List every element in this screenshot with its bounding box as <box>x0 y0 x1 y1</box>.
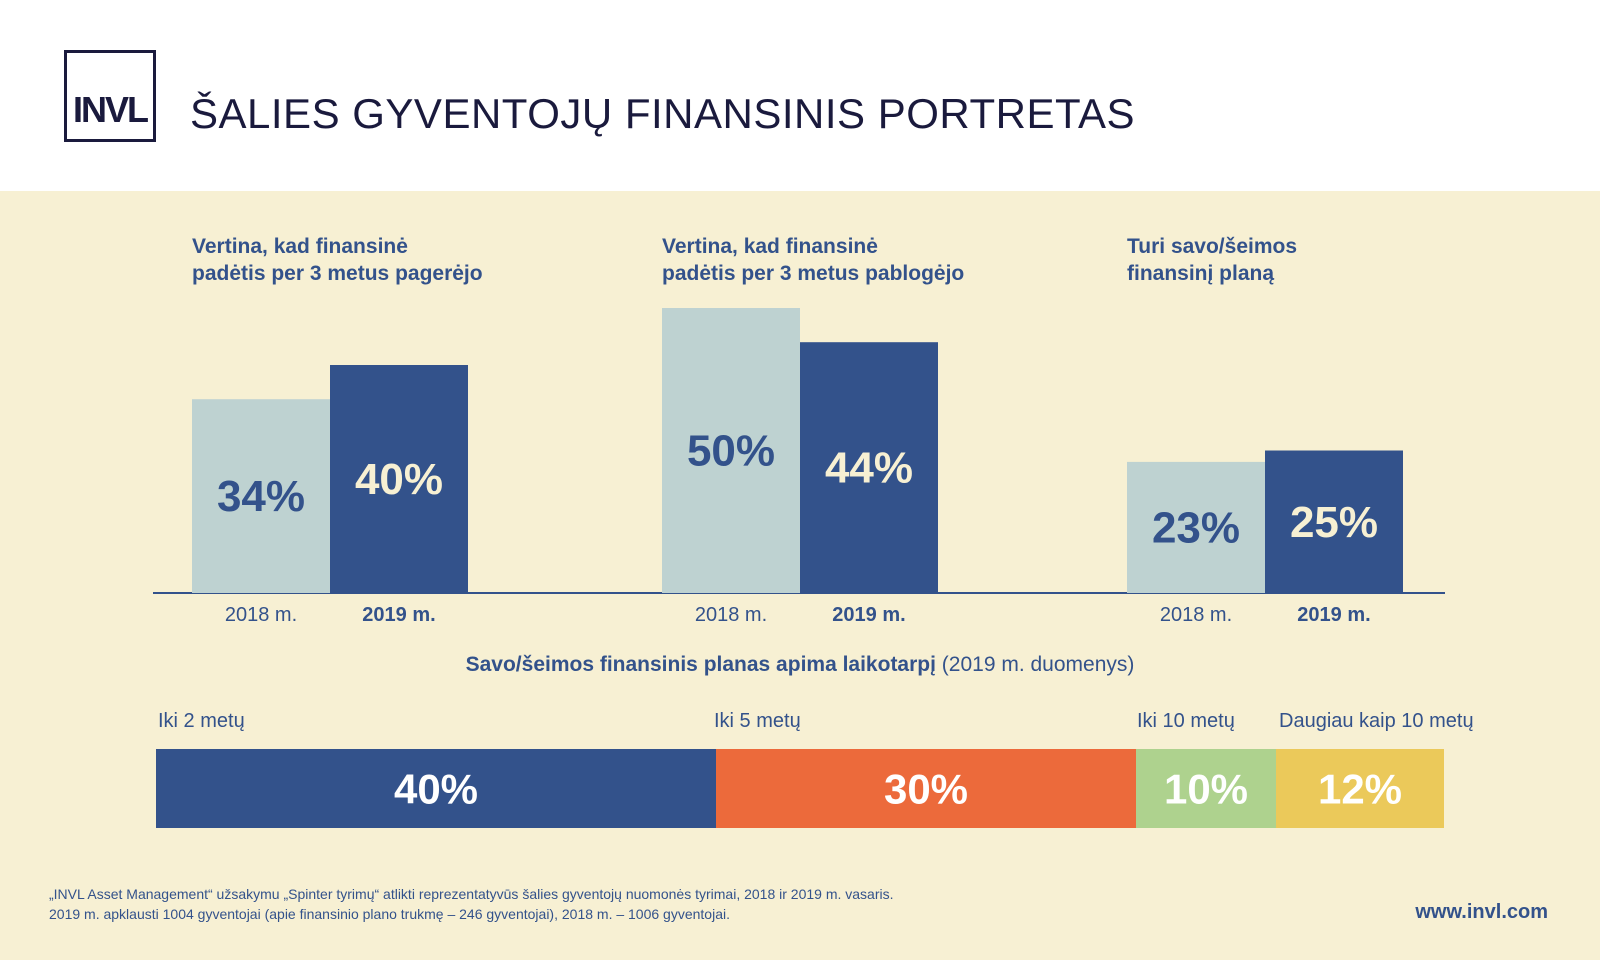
stacked-segment-daugiau-10 <box>1276 749 1444 828</box>
chart3-title-line1: Turi savo/šeimos <box>1127 235 1298 258</box>
bar-chart3-2019 <box>1265 450 1403 593</box>
footnote: „INVL Asset Management“ užsakymu „Spinte… <box>49 884 894 924</box>
plan-chart-title-normal: (2019 m. duomenys) <box>935 653 1135 676</box>
x-tick-chart1-2019: 2019 m. <box>362 604 435 626</box>
footnote-line1: „INVL Asset Management“ užsakymu „Spinte… <box>49 886 894 902</box>
bar-label-chart1-2019: 40% <box>355 455 443 504</box>
main-panel: Vertina, kad finansinė padėtis per 3 met… <box>0 191 1600 960</box>
chart1-title-line1: Vertina, kad finansinė <box>192 235 408 258</box>
segment-label-daugiau-10: Daugiau kaip 10 metų <box>1279 710 1474 732</box>
stacked-label-iki-10: 10% <box>1164 766 1248 813</box>
chart3-title: Turi savo/šeimos finansinį planą <box>1127 233 1297 287</box>
website-link[interactable]: www.invl.com <box>1415 901 1548 923</box>
bar-chart1-2018 <box>192 399 330 593</box>
plan-chart-title-bold: Savo/šeimos finansinis planas apima laik… <box>465 653 936 676</box>
bar-chart1-2019 <box>330 365 468 593</box>
bar-chart2-2019 <box>800 342 938 593</box>
chart1-title: Vertina, kad finansinė padėtis per 3 met… <box>192 233 483 287</box>
stacked-segment-iki-2 <box>156 749 716 828</box>
bar-chart2-2018 <box>662 308 800 593</box>
footnote-line2: 2019 m. apklausti 1004 gyventojai (apie … <box>49 906 730 922</box>
stacked-label-iki-2: 40% <box>394 766 478 813</box>
stacked-label-iki-5: 30% <box>884 766 968 813</box>
x-tick-chart3-2019: 2019 m. <box>1297 604 1370 626</box>
bar-label-chart2-2019: 44% <box>825 444 913 493</box>
chart2-title-line2: padėtis per 3 metus pablogėjo <box>662 262 965 285</box>
bar-label-chart1-2018: 34% <box>217 472 305 521</box>
bar-label-chart3-2019: 25% <box>1290 498 1378 547</box>
x-tick-chart3-2018: 2018 m. <box>1160 604 1232 626</box>
header: INVL ŠALIES GYVENTOJŲ FINANSINIS PORTRET… <box>0 0 1600 191</box>
stacked-segment-iki-5 <box>716 749 1136 828</box>
charts-canvas: 34% 2018 m. 40% 2019 m. 50% 2018 m. 44% 2019 m.… <box>153 308 1445 828</box>
page-title: ŠALIES GYVENTOJŲ FINANSINIS PORTRETAS <box>190 90 1136 137</box>
x-tick-chart2-2019: 2019 m. <box>832 604 905 626</box>
x-tick-chart2-2018: 2018 m. <box>695 604 767 626</box>
bar-label-chart3-2018: 23% <box>1152 503 1240 552</box>
bar-label-chart2-2018: 50% <box>687 427 775 476</box>
chart3-title-line2: finansinį planą <box>1127 262 1275 285</box>
x-tick-chart1-2018: 2018 m. <box>225 604 297 626</box>
bar-chart3-2018 <box>1127 461 1265 593</box>
segment-label-iki-2: Iki 2 metų <box>158 710 245 732</box>
stacked-segment-iki-10 <box>1136 749 1276 828</box>
segment-label-iki-10: Iki 10 metų <box>1137 710 1235 732</box>
logo-text: INVL <box>72 89 149 130</box>
chart1-title-line2: padėtis per 3 metus pagerėjo <box>192 262 483 285</box>
segment-label-iki-5: Iki 5 metų <box>714 710 801 732</box>
chart2-title: Vertina, kad finansinė padėtis per 3 met… <box>662 233 964 287</box>
chart2-title-line1: Vertina, kad finansinė <box>662 235 878 258</box>
plan-chart-title: Savo/šeimos finansinis planas apima laik… <box>0 653 1600 677</box>
invl-logo[interactable]: INVL <box>64 50 156 142</box>
stacked-label-daugiau-10: 12% <box>1318 766 1402 813</box>
